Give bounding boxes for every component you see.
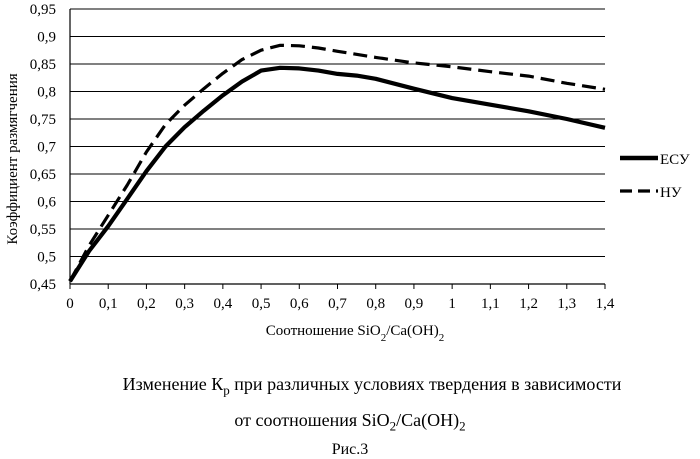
y-tick-label: 0,45 bbox=[30, 277, 56, 293]
x-tick-label: 0,2 bbox=[137, 296, 156, 312]
y-tick-label: 0,8 bbox=[37, 85, 56, 101]
x-tick-label: 0,3 bbox=[175, 296, 194, 312]
x-tick-label: 0,1 bbox=[99, 296, 118, 312]
figure-caption-line-1: Изменение Кр при различных условиях твер… bbox=[122, 374, 622, 398]
figure-label: Рис.3 bbox=[331, 441, 369, 458]
y-tick-label: 0,85 bbox=[30, 57, 56, 73]
x-tick-label: 0 bbox=[66, 296, 74, 312]
x-tick-label: 1,1 bbox=[481, 296, 500, 312]
x-tick-label: 0,6 bbox=[290, 296, 309, 312]
y-tick-label: 0,7 bbox=[37, 140, 56, 156]
series-line-esu bbox=[68, 65, 606, 283]
y-tick-labels: 0,45 0,5 0,55 0,6 0,65 0,7 0,75 0,8 0,85 0,9 0,95 bbox=[30, 2, 57, 293]
axes bbox=[69, 9, 606, 289]
legend-label: НУ bbox=[660, 185, 682, 201]
x-tick-label: 0,9 bbox=[405, 296, 424, 312]
y-tick-label: 0,95 bbox=[30, 2, 56, 18]
series-line-nu bbox=[68, 43, 606, 283]
x-tick-label: 1,3 bbox=[557, 296, 576, 312]
x-tick-label: 1,2 bbox=[519, 296, 538, 312]
y-tick-label: 0,65 bbox=[30, 167, 56, 183]
y-tick-label: 0,55 bbox=[30, 222, 56, 238]
y-tick-label: 0,5 bbox=[37, 250, 56, 266]
x-tick-label: 0,8 bbox=[366, 296, 385, 312]
x-tick-label: 0,7 bbox=[328, 296, 347, 312]
x-tick-label: 0,4 bbox=[213, 296, 232, 312]
legend: ЕСУ НУ bbox=[620, 152, 690, 201]
chart: 0,450,50,550,60,650,70,750,80,850,90,95 … bbox=[5, 2, 690, 344]
x-tick-label: 1,4 bbox=[596, 296, 615, 312]
y-tick-label: 0,75 bbox=[30, 112, 56, 128]
y-tick-label: 0,6 bbox=[37, 195, 56, 211]
y-tick-label: 0,9 bbox=[37, 30, 56, 46]
y-axis-title: Коэффициент размягчения bbox=[5, 73, 21, 244]
figure-caption-line-2: от соотношения SiO2/Ca(OH)2 bbox=[234, 410, 466, 434]
x-axis-title: Соотношение SiO2/Ca(OH)2 bbox=[266, 323, 444, 344]
x-tick-labels: 0 0,1 0,2 0,3 0,4 0,5 0,6 0,7 0,8 0,9 1 1,1 1,2 1,3 1,… bbox=[66, 296, 615, 312]
grid-lines bbox=[70, 8, 605, 257]
x-tick-label: 0,5 bbox=[252, 296, 271, 312]
x-tick-label: 1 bbox=[448, 296, 456, 312]
legend-label: ЕСУ bbox=[660, 152, 690, 168]
series-lines bbox=[68, 43, 606, 283]
